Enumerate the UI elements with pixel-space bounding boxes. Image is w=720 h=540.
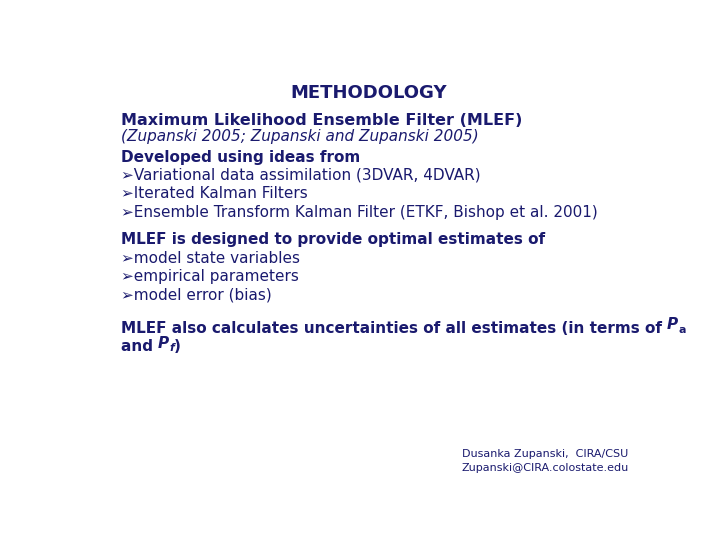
- Text: ➢Variational data assimilation (3DVAR, 4DVAR): ➢Variational data assimilation (3DVAR, 4…: [121, 168, 480, 183]
- Text: and: and: [121, 339, 158, 354]
- Text: P: P: [158, 336, 169, 351]
- Text: ➢model error (bias): ➢model error (bias): [121, 287, 271, 302]
- Text: ): ): [174, 339, 181, 354]
- Text: ➢Ensemble Transform Kalman Filter (ETKF, Bishop et al. 2001): ➢Ensemble Transform Kalman Filter (ETKF,…: [121, 205, 598, 219]
- Text: Dusanka Zupanski,  CIRA/CSU: Dusanka Zupanski, CIRA/CSU: [462, 449, 629, 460]
- Text: METHODOLOGY: METHODOLOGY: [291, 84, 447, 102]
- Text: Zupanski@CIRA.colostate.edu: Zupanski@CIRA.colostate.edu: [462, 463, 629, 473]
- Text: f: f: [169, 343, 174, 353]
- Text: a: a: [678, 325, 685, 335]
- Text: ➢model state variables: ➢model state variables: [121, 251, 300, 266]
- Text: ➢Iterated Kalman Filters: ➢Iterated Kalman Filters: [121, 186, 307, 201]
- Text: ➢empirical parameters: ➢empirical parameters: [121, 269, 299, 284]
- Text: Maximum Likelihood Ensemble Filter (MLEF): Maximum Likelihood Ensemble Filter (MLEF…: [121, 113, 522, 127]
- Text: Developed using ideas from: Developed using ideas from: [121, 150, 360, 165]
- Text: MLEF also calculates uncertainties of all estimates (in terms of: MLEF also calculates uncertainties of al…: [121, 321, 667, 335]
- Text: P: P: [667, 317, 678, 332]
- Text: MLEF is designed to provide optimal estimates of: MLEF is designed to provide optimal esti…: [121, 232, 545, 247]
- Text: (Zupanski 2005; Zupanski and Zupanski 2005): (Zupanski 2005; Zupanski and Zupanski 20…: [121, 129, 478, 144]
